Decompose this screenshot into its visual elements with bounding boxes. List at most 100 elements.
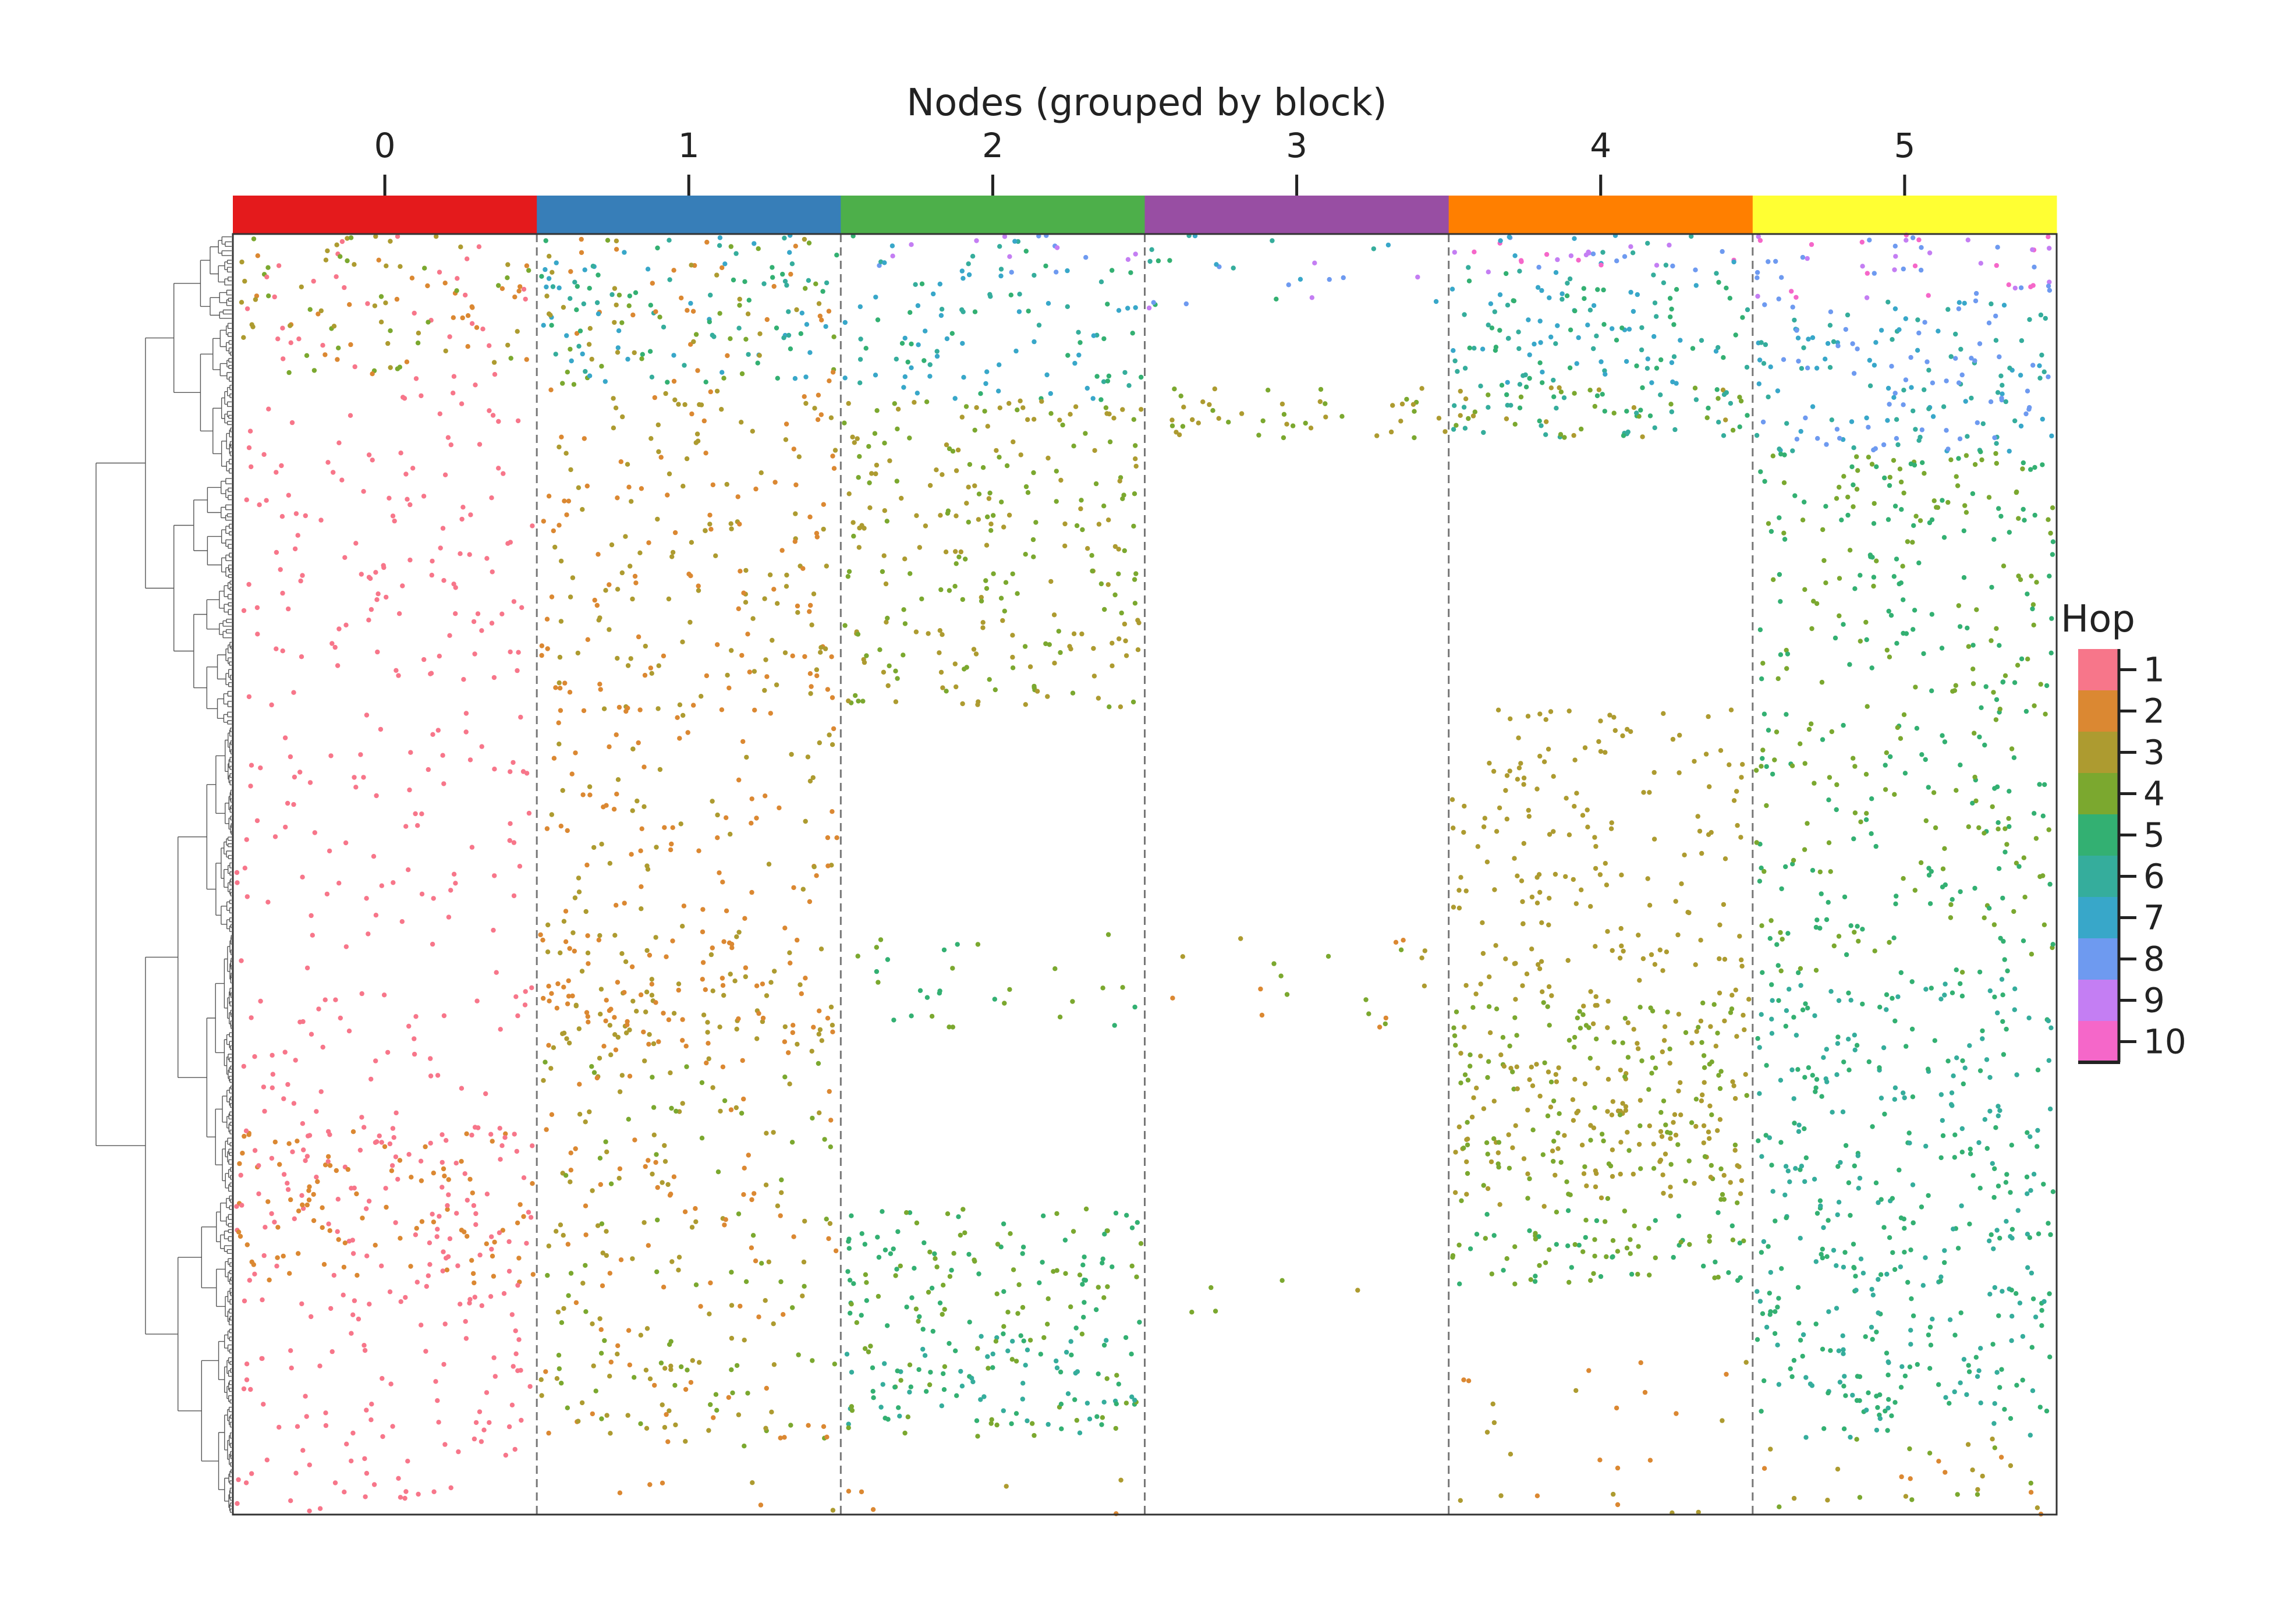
hop-point	[1848, 1212, 1853, 1218]
hop-point	[1701, 1263, 1706, 1269]
hop-point	[366, 1199, 372, 1204]
hop-point	[696, 848, 701, 853]
hop-point	[336, 881, 342, 886]
hop-point	[1831, 339, 1837, 345]
hop-point	[1647, 413, 1653, 419]
hop-point	[2035, 1127, 2040, 1133]
hop-point	[1770, 771, 1775, 777]
hop-point	[1837, 435, 1842, 441]
hop-point	[934, 353, 940, 359]
hop-point	[1794, 328, 1799, 333]
hop-point	[863, 346, 869, 351]
hop-point	[912, 400, 917, 405]
hop-point	[348, 235, 354, 240]
hop-point	[306, 1197, 312, 1203]
hop-point	[567, 946, 572, 951]
hop-point	[1845, 312, 1851, 318]
hop-point	[1508, 1452, 1514, 1457]
legend-title: Hop	[2061, 598, 2135, 641]
hop-point	[1959, 994, 1965, 999]
hop-point	[998, 1244, 1004, 1250]
hop-point	[583, 368, 588, 374]
hop-point	[1462, 1072, 1468, 1077]
hop-point	[893, 668, 898, 674]
hop-point	[256, 1163, 261, 1168]
hop-point	[787, 1082, 792, 1087]
hop-point	[508, 821, 513, 827]
hop-point	[562, 680, 568, 686]
hop-point	[1521, 841, 1526, 846]
hop-point	[2006, 815, 2011, 821]
hop-point	[1918, 860, 1924, 866]
hop-point	[1926, 367, 1931, 373]
hop-point	[902, 621, 908, 626]
hop-point	[673, 1422, 678, 1428]
hop-point	[1123, 653, 1129, 658]
hop-point	[1727, 296, 1732, 301]
hop-point	[791, 1234, 796, 1239]
hop-point	[1591, 1125, 1597, 1130]
hop-point	[801, 1259, 807, 1265]
hop-point	[646, 1243, 651, 1248]
hop-point	[1910, 540, 1915, 545]
hop-point	[328, 1306, 334, 1311]
hop-point	[1410, 402, 1416, 407]
hop-point	[960, 597, 966, 602]
hop-point	[943, 549, 949, 555]
hop-point	[685, 308, 690, 313]
hop-point	[907, 1389, 912, 1395]
hop-point	[523, 989, 528, 994]
hop-point	[1568, 327, 1573, 332]
hop-point	[1911, 1220, 1916, 1225]
hop-point	[378, 320, 384, 325]
hop-point	[1626, 1148, 1632, 1153]
hop-point	[1812, 1013, 1817, 1019]
hop-point	[1978, 449, 1983, 455]
hop-point	[1558, 389, 1564, 395]
hop-point	[2012, 285, 2018, 291]
hop-point	[1757, 627, 1763, 633]
hop-point	[663, 391, 668, 396]
hop-point	[671, 378, 677, 384]
hop-point	[244, 1242, 250, 1247]
hop-point	[764, 674, 770, 679]
hop-point	[1760, 661, 1766, 666]
hop-point	[379, 1140, 384, 1145]
hop-point	[937, 988, 942, 994]
hop-point	[477, 1252, 483, 1258]
hop-point	[568, 1179, 573, 1185]
hop-point	[1060, 422, 1065, 428]
hop-point	[576, 1419, 581, 1424]
hop-point	[265, 899, 271, 905]
hop-point	[1897, 466, 1903, 471]
hop-point	[1950, 990, 1955, 995]
hop-point	[916, 1318, 921, 1324]
hop-point	[752, 707, 757, 713]
hop-point	[1777, 446, 1782, 452]
hop-point	[1845, 494, 1851, 500]
hop-point	[1764, 1324, 1770, 1330]
hop-point	[1983, 684, 1989, 689]
hop-point	[980, 620, 986, 625]
hop-point	[915, 303, 921, 309]
hop-point	[1901, 266, 1906, 272]
hop-point	[1653, 1065, 1658, 1071]
hop-point	[1970, 491, 1976, 497]
hop-point	[490, 1139, 495, 1144]
hop-point	[540, 937, 545, 943]
hop-point	[1045, 1421, 1051, 1427]
hop-point	[440, 1132, 445, 1137]
hop-point	[674, 1108, 679, 1114]
hop-point	[1940, 1118, 1945, 1123]
hop-point	[1628, 244, 1633, 249]
hop-point	[1802, 587, 1807, 592]
hop-point	[707, 1311, 712, 1317]
hop-point	[1136, 620, 1142, 626]
hop-point	[582, 267, 587, 272]
hop-point	[661, 1010, 666, 1016]
hop-point	[1078, 340, 1083, 345]
hop-point	[901, 607, 906, 612]
hop-point	[1855, 468, 1860, 473]
hop-point	[919, 281, 925, 286]
hop-point	[1624, 359, 1629, 364]
